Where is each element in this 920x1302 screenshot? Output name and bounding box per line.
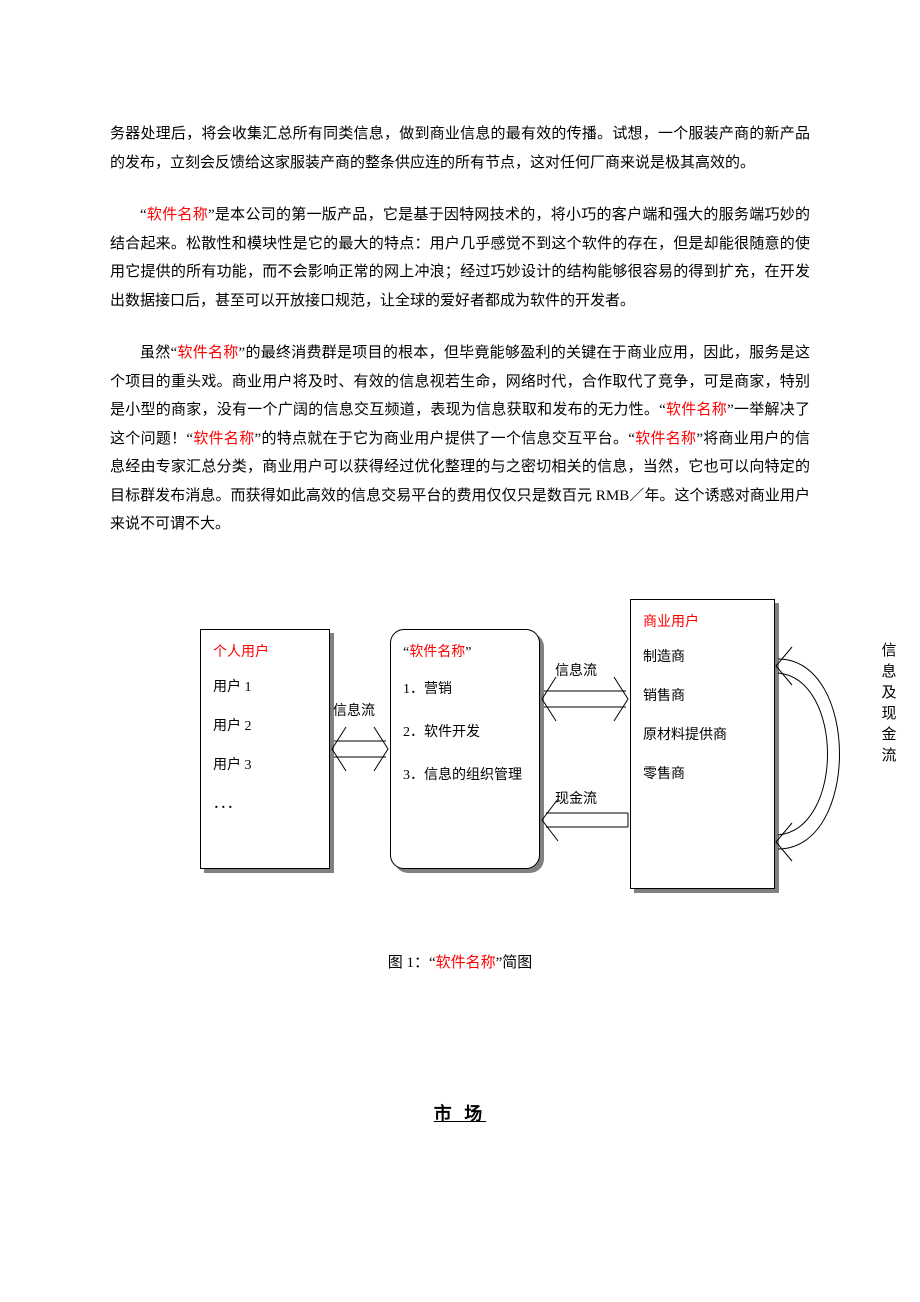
para1-text: 务器处理后，将会收集汇总所有同类信息，做到商业信息的最有效的传播。试想，一个服装…	[110, 126, 810, 171]
box-business-users: 商业用户 制造商 销售商 原材料提供商 零售商	[630, 599, 775, 889]
list-item: 销售商	[643, 684, 762, 709]
label-info-flow-left: 信息流	[333, 699, 375, 724]
paragraph-1: 务器处理后，将会收集汇总所有同类信息，做到商业信息的最有效的传播。试想，一个服装…	[110, 120, 810, 177]
box-software: “软件名称” 1．营销 2．软件开发 3．信息的组织管理	[390, 629, 540, 869]
label-info-flow-right: 信息流	[555, 659, 597, 684]
list-item: 1．营销	[403, 677, 527, 702]
list-item: 2．软件开发	[403, 720, 527, 745]
box-right-list: 制造商 销售商 原材料提供商 零售商	[643, 645, 762, 788]
list-item: 用户 2	[213, 714, 317, 739]
caption-post: ”简图	[496, 955, 533, 971]
label-cash-flow: 现金流	[555, 787, 597, 812]
list-item: ．．．	[213, 792, 317, 817]
p3-h: 软件名称	[635, 431, 696, 447]
p2-rest: ”是本公司的第一版产品，它是基于因特网技术的，将小巧的客户端和强大的服务端巧妙的…	[110, 207, 810, 309]
p3-b: 软件名称	[177, 345, 238, 361]
figure-1-caption: 图 1：“软件名称”简图	[110, 949, 810, 978]
p3-f: 软件名称	[193, 431, 254, 447]
list-item: 用户 1	[213, 675, 317, 700]
list-item: 零售商	[643, 762, 762, 787]
arrow-left-double-icon	[332, 727, 388, 771]
caption-red: 软件名称	[436, 955, 496, 971]
list-item: 用户 3	[213, 753, 317, 778]
list-item: 3．信息的组织管理	[403, 763, 527, 788]
p3-g: ”的特点就在于它为商业用户提供了一个信息交互平台。“	[255, 431, 635, 447]
list-item: 原材料提供商	[643, 723, 762, 748]
p3-a: 虽然“	[140, 345, 177, 361]
list-item: 制造商	[643, 645, 762, 670]
paragraph-2: “软件名称”是本公司的第一版产品，它是基于因特网技术的，将小巧的客户端和强大的服…	[110, 201, 810, 315]
p3-d: 软件名称	[666, 402, 727, 418]
section-heading-market: 市 场	[110, 1097, 810, 1131]
paragraph-3: 虽然“软件名称”的最终消费群是项目的根本，但毕竟能够盈利的关键在于商业应用，因此…	[110, 339, 810, 539]
document-page: 务器处理后，将会收集汇总所有同类信息，做到商业信息的最有效的传播。试想，一个服装…	[0, 0, 920, 1191]
mid-title-post: ”	[465, 645, 471, 660]
caption-pre: 图 1：“	[388, 955, 436, 971]
arrow-self-loop-icon	[776, 647, 840, 861]
figure-1-diagram: 个人用户 用户 1 用户 2 用户 3 ．．． “软件名称” 1．营销 2．软件…	[200, 599, 900, 909]
box-left-title: 个人用户	[213, 640, 317, 665]
p2-highlight: 软件名称	[147, 207, 208, 223]
p2-quote-open: “	[140, 207, 147, 223]
box-mid-title: “软件名称”	[403, 640, 527, 665]
mid-title-red: 软件名称	[409, 645, 465, 660]
box-mid-list: 1．营销 2．软件开发 3．信息的组织管理	[403, 677, 527, 789]
box-right-title: 商业用户	[643, 610, 762, 635]
box-personal-users: 个人用户 用户 1 用户 2 用户 3 ．．．	[200, 629, 330, 869]
box-left-list: 用户 1 用户 2 用户 3 ．．．	[213, 675, 317, 818]
label-side-flow: 信息及现金流	[880, 641, 898, 767]
